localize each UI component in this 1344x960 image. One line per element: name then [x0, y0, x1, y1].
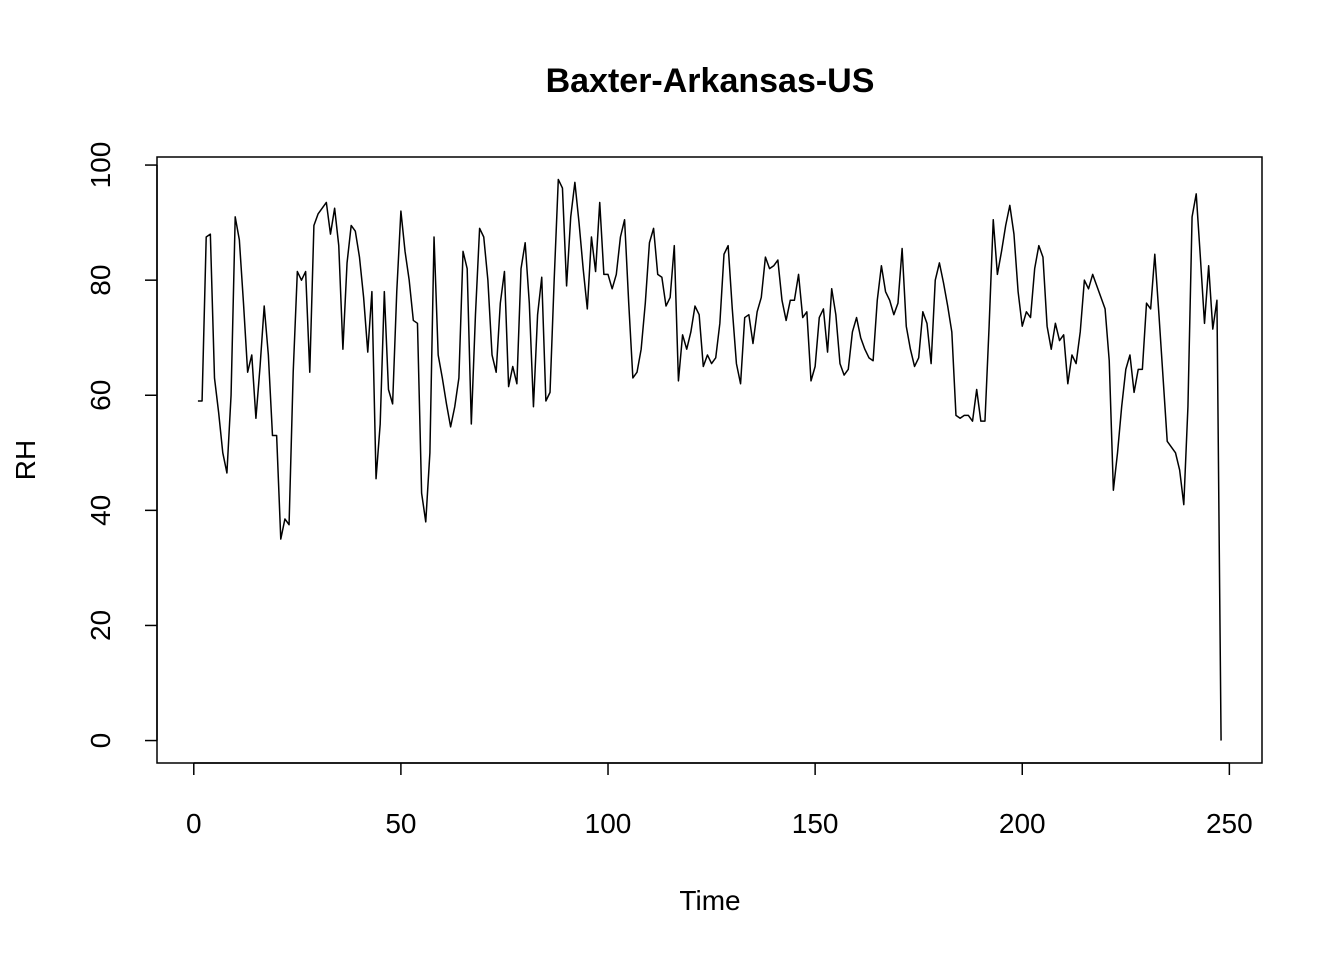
chart-title: Baxter-Arkansas-US: [546, 62, 875, 100]
y-tick-label: 40: [85, 495, 116, 526]
y-tick-label: 0: [85, 733, 116, 749]
x-tick-label: 250: [1206, 808, 1253, 839]
x-tick-label: 100: [585, 808, 632, 839]
y-tick-label: 60: [85, 380, 116, 411]
y-axis-label: RH: [10, 440, 41, 480]
y-tick-label: 80: [85, 265, 116, 296]
y-tick-label: 20: [85, 610, 116, 641]
x-tick-label: 0: [186, 808, 202, 839]
x-axis-label: Time: [679, 885, 740, 916]
y-tick-label: 100: [85, 142, 116, 189]
x-tick-label: 50: [385, 808, 416, 839]
x-tick-label: 150: [792, 808, 839, 839]
series-line: [197, 178, 1222, 741]
x-tick-label: 200: [999, 808, 1046, 839]
